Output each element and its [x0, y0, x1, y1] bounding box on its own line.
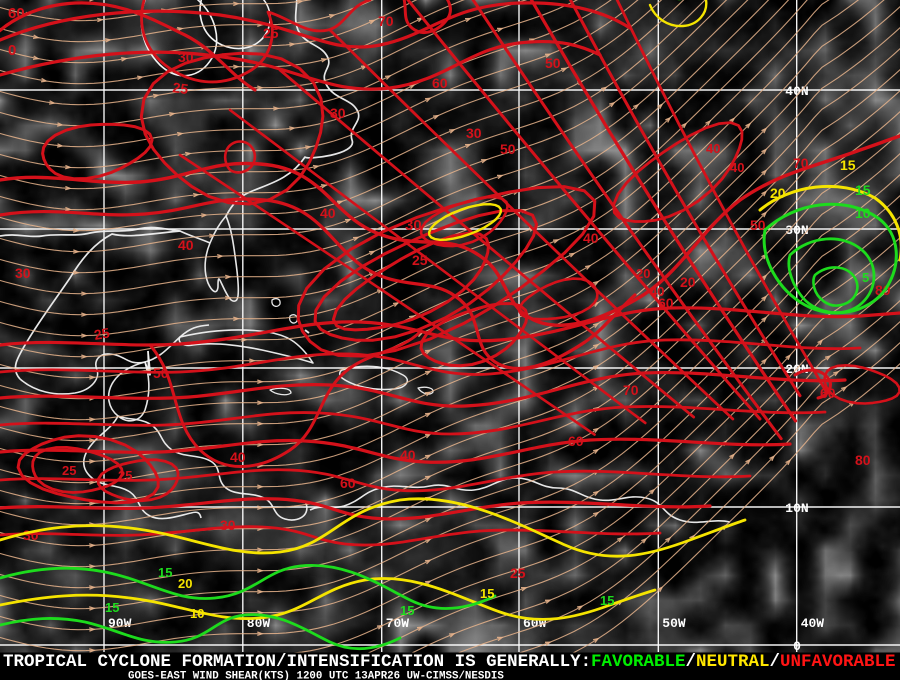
svg-text:60: 60: [820, 385, 836, 401]
svg-text:30: 30: [23, 527, 39, 543]
svg-text:25: 25: [62, 463, 76, 478]
svg-text:/: /: [770, 652, 781, 672]
svg-text:40: 40: [730, 160, 744, 175]
svg-text:25: 25: [412, 252, 428, 268]
svg-text:40: 40: [706, 141, 720, 156]
svg-text:60: 60: [340, 475, 356, 491]
svg-text:40W: 40W: [801, 616, 825, 631]
svg-text:20: 20: [770, 185, 786, 201]
svg-text:30: 30: [220, 517, 236, 533]
svg-text:70: 70: [378, 13, 394, 29]
svg-text:30: 30: [405, 217, 422, 234]
svg-text:60: 60: [432, 75, 448, 91]
svg-text:40: 40: [230, 449, 246, 465]
svg-text:70: 70: [793, 155, 809, 171]
svg-text:50: 50: [153, 365, 169, 381]
svg-text:15: 15: [105, 600, 119, 615]
svg-text:15: 15: [600, 593, 614, 608]
svg-text:50: 50: [500, 141, 516, 157]
svg-text:20: 20: [680, 274, 696, 290]
svg-text:25: 25: [93, 324, 111, 342]
svg-text:60: 60: [568, 433, 584, 449]
svg-text:50: 50: [545, 55, 561, 71]
svg-text:UNFAVORABLE: UNFAVORABLE: [780, 652, 896, 672]
svg-text:FAVORABLE: FAVORABLE: [591, 652, 686, 672]
svg-text:20: 20: [178, 576, 192, 591]
svg-text:5: 5: [862, 270, 869, 285]
svg-text:25: 25: [510, 565, 526, 581]
svg-text:40: 40: [583, 230, 599, 246]
svg-text:10N: 10N: [785, 501, 808, 516]
svg-text:80: 80: [855, 452, 871, 468]
svg-text:NEUTRAL: NEUTRAL: [696, 652, 770, 672]
svg-text:30: 30: [178, 49, 194, 65]
svg-text:10: 10: [190, 606, 204, 621]
svg-text:30: 30: [15, 265, 31, 281]
svg-text:70: 70: [623, 382, 639, 398]
svg-text:GOES-EAST WIND SHEAR(KTS): GOES-EAST WIND SHEAR(KTS) 1200 UTC 13APR…: [128, 671, 504, 680]
svg-text:20: 20: [636, 266, 650, 281]
svg-text:30: 30: [466, 125, 482, 141]
svg-text:40: 40: [320, 205, 336, 221]
svg-text:15: 15: [158, 565, 172, 580]
svg-text:25: 25: [263, 25, 279, 41]
svg-text:TROPICAL CYCLONE FORMATION/INT: TROPICAL CYCLONE FORMATION/INTENSIFICATI…: [3, 652, 591, 672]
svg-text:60: 60: [8, 5, 25, 22]
svg-text:25: 25: [172, 79, 190, 97]
svg-text:50W: 50W: [662, 616, 686, 631]
svg-text:30: 30: [330, 105, 346, 121]
svg-text:40: 40: [178, 237, 194, 253]
svg-text:60: 60: [658, 295, 674, 311]
svg-text:/: /: [686, 652, 697, 672]
svg-text:15: 15: [840, 157, 856, 173]
svg-text:0: 0: [8, 42, 16, 59]
svg-text:15: 15: [855, 182, 871, 198]
svg-text:15: 15: [480, 586, 494, 601]
svg-text:15: 15: [400, 603, 414, 618]
svg-text:10: 10: [855, 205, 871, 221]
svg-text:25: 25: [118, 468, 132, 483]
svg-text:40: 40: [400, 447, 416, 463]
